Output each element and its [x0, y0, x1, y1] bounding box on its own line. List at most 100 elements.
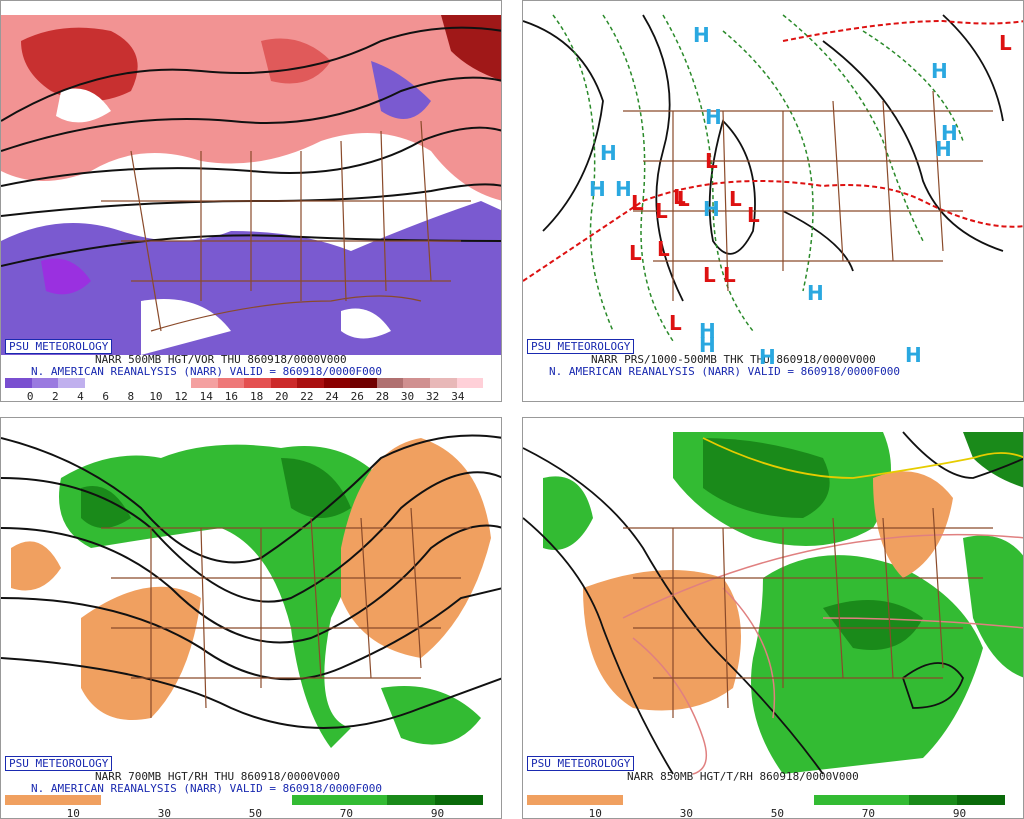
low-pressure-marker: L: [631, 191, 644, 215]
colorbar-swatch: [52, 795, 101, 805]
colorbar-swatch: [31, 378, 59, 388]
colorbar-swatch: [190, 378, 218, 388]
colorbar-tick-label: 14: [199, 390, 213, 402]
colorbar-swatch: [84, 378, 112, 388]
colorbar-tick-label: 50: [770, 807, 784, 819]
brand-badge: PSU METEOROLOGY: [527, 756, 635, 771]
colorbar-tick-label: 30: [679, 807, 693, 819]
colorbar-tick-label: 26: [350, 390, 364, 402]
low-pressure-marker: L: [629, 241, 642, 265]
map-850mb: [523, 431, 1023, 775]
panel-title-product: NARR PRS/1000-500MB THK THU 860918/0000V…: [591, 353, 876, 366]
panel-title-product: NARR 500MB HGT/VOR THU 860918/0000V000: [95, 353, 347, 366]
brand-badge: PSU METEOROLOGY: [527, 339, 635, 354]
colorbar-swatch: [137, 378, 165, 388]
colorbar-tick-label: 4: [77, 390, 84, 402]
high-pressure-marker: H: [905, 343, 922, 367]
colorbar-swatch: [111, 378, 138, 388]
low-pressure-marker: L: [655, 199, 668, 223]
high-pressure-marker: H: [705, 105, 722, 129]
panel-850mb-t-rh: PSU METEOROLOGY NARR 850MB HGT/T/RH 8609…: [522, 417, 1024, 819]
colorbar-swatch: [297, 378, 324, 388]
colorbar-swatch: [765, 795, 814, 805]
brand-badge: PSU METEOROLOGY: [5, 339, 113, 354]
panel-500mb-vorticity: PSU METEOROLOGY NARR 500MB HGT/VOR THU 8…: [0, 0, 502, 402]
colorbar-swatch: [164, 378, 191, 388]
panel-title-valid: N. AMERICAN REANALYSIS (NARR) VALID = 86…: [31, 782, 382, 795]
colorbar-swatch: [291, 795, 340, 805]
colorbar-tick-label: 70: [861, 807, 876, 819]
colorbar-swatch: [100, 795, 149, 805]
colorbar-tick-label: 8: [127, 390, 135, 402]
colorbar-ticks: 10 30 50 70 90: [527, 807, 1005, 819]
colorbar-swatch: [813, 795, 862, 805]
panel-title-product: NARR 850MB HGT/T/RH 860918/0000V000: [627, 770, 859, 783]
colorbar-swatch: [387, 795, 436, 805]
colorbar-tick-label: 10: [149, 390, 163, 402]
colorbar-tick-label: 10: [588, 807, 602, 819]
colorbar-swatch: [243, 795, 292, 805]
low-pressure-marker: L: [657, 237, 670, 261]
high-pressure-marker: H: [759, 345, 776, 369]
map-500mb: [1, 15, 501, 355]
colorbar-swatch: [339, 795, 388, 805]
colorbar-tick-label: 70: [339, 807, 354, 819]
low-pressure-marker: L: [729, 187, 742, 211]
colorbar-tick-label: 2: [52, 390, 59, 402]
map-700mb: [1, 434, 501, 748]
high-pressure-marker: H: [935, 137, 952, 161]
colorbar-swatch: [270, 378, 298, 388]
colorbar-swatch: [376, 378, 404, 388]
colorbar-tick-label: 12: [174, 390, 188, 402]
colorbar-tick-label: 90: [430, 807, 445, 819]
colorbar-swatch: [244, 378, 271, 388]
colorbar-swatch: [670, 795, 719, 805]
colorbar-swatch: [403, 378, 430, 388]
colorbar-swatch: [909, 795, 958, 805]
colorbar-tick-label: 32: [426, 390, 440, 402]
high-pressure-marker: H: [589, 177, 606, 201]
low-pressure-marker: L: [703, 263, 716, 287]
low-pressure-marker: L: [723, 263, 736, 287]
colorbar-tick-label: 6: [102, 390, 109, 402]
colorbar-tick-label: 30: [157, 807, 171, 819]
high-pressure-marker: H: [807, 281, 824, 305]
colorbar-tick-label: 10: [66, 807, 80, 819]
colorbar-swatch: [5, 795, 53, 805]
panel-pressure-thickness: PSU METEOROLOGY NARR PRS/1000-500MB THK …: [522, 0, 1024, 402]
panel-title-valid: N. AMERICAN REANALYSIS (NARR) VALID = 86…: [549, 365, 900, 378]
colorbar-swatch: [430, 378, 457, 388]
colorbar-tick-label: 16: [224, 390, 239, 402]
low-pressure-marker: L: [669, 311, 682, 335]
panel-title-valid: N. AMERICAN REANALYSIS (NARR) VALID = 86…: [31, 365, 382, 378]
colorbar-swatch: [435, 795, 483, 805]
high-pressure-marker: H: [600, 141, 617, 165]
panel-700mb-rh: PSU METEOROLOGY NARR 700MB HGT/RH THU 86…: [0, 417, 502, 819]
high-pressure-marker: H: [703, 197, 720, 221]
high-pressure-marker: H: [699, 333, 716, 357]
colorbar-tick-label: 18: [249, 390, 264, 402]
colorbar-tick-label: 24: [325, 390, 339, 402]
low-pressure-marker: L: [677, 187, 690, 211]
colorbar-swatch: [196, 795, 244, 805]
colorbar-swatch: [323, 378, 351, 388]
colorbar-rh: [5, 795, 483, 805]
panel-title-product: NARR 700MB HGT/RH THU 860918/0000V000: [95, 770, 341, 783]
colorbar-ticks: 0 2 4 6 8 10 12 14 16 18 20 22 24 26 28 30 32 34: [5, 390, 483, 402]
colorbar-rh: [527, 795, 1005, 805]
colorbar-swatch: [861, 795, 910, 805]
low-pressure-marker: L: [747, 203, 760, 227]
colorbar-swatch: [957, 795, 1005, 805]
high-pressure-marker: H: [699, 319, 716, 343]
colorbar-vorticity: [5, 378, 484, 388]
colorbar-tick-label: 30: [400, 390, 415, 402]
colorbar-tick-label: 20: [275, 390, 289, 402]
high-pressure-marker: H: [931, 59, 948, 83]
colorbar-swatch: [718, 795, 766, 805]
low-pressure-marker: L: [705, 149, 718, 173]
low-pressure-marker: L: [999, 31, 1012, 55]
colorbar-swatch: [622, 795, 671, 805]
colorbar-tick-label: 34: [451, 390, 465, 402]
high-pressure-marker: H: [941, 121, 958, 145]
colorbar-ticks: 10 30 50 70 90: [5, 807, 483, 819]
